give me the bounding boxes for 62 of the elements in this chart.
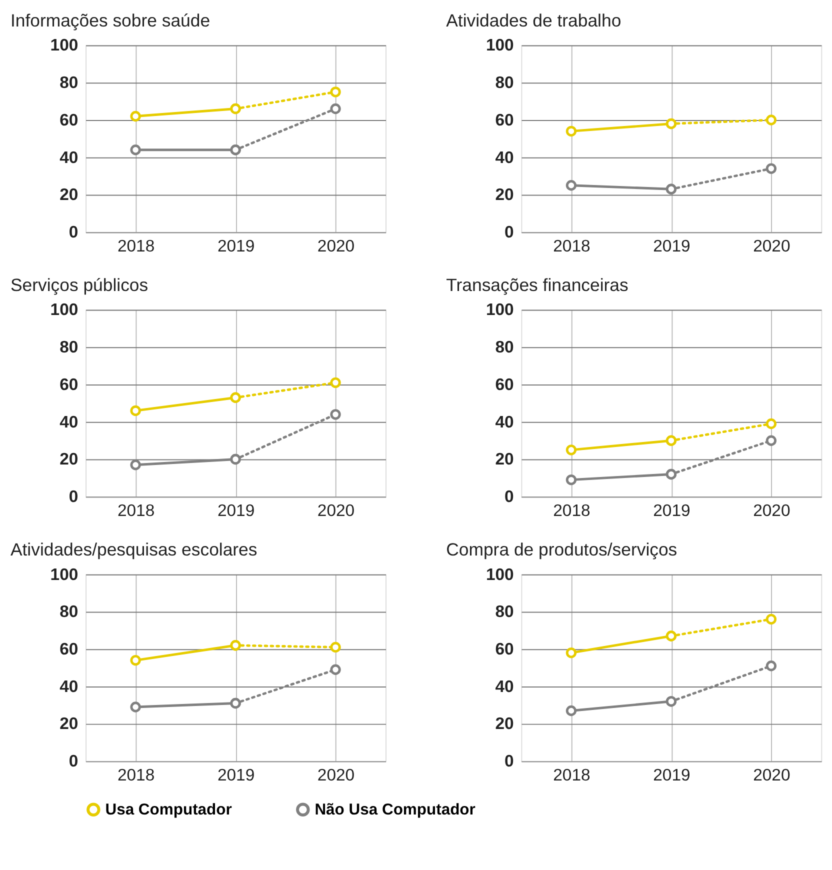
- y-tick-label: 0: [504, 752, 514, 771]
- x-tick-label: 2019: [217, 765, 255, 784]
- x-tick-label: 2018: [553, 236, 590, 256]
- x-tick-label: 2018: [117, 236, 155, 256]
- x-tick-label: 2020: [753, 765, 790, 784]
- y-tick-label: 0: [504, 222, 514, 242]
- chart-title: Compra de produtos/serviços: [446, 540, 678, 560]
- y-tick-label: 80: [495, 73, 514, 92]
- chart-title: Atividades/pesquisas escolares: [10, 540, 258, 560]
- x-tick-label: 2020: [317, 236, 355, 256]
- y-tick-label: 40: [495, 412, 514, 432]
- x-tick-label: 2020: [317, 500, 355, 520]
- y-tick-label: 0: [68, 222, 78, 242]
- legend-label: Usa Computador: [105, 802, 232, 819]
- x-tick-label: 2019: [653, 500, 690, 520]
- y-tick-label: 80: [60, 602, 78, 622]
- y-tick-label: 20: [60, 185, 78, 204]
- y-tick-label: 80: [495, 602, 514, 622]
- chart-title: Informações sobre saúde: [10, 10, 210, 31]
- y-tick-label: 60: [495, 639, 514, 658]
- chart-title: Serviços públicos: [10, 275, 148, 296]
- x-tick-label: 2018: [553, 500, 590, 520]
- legend-label: Não Usa Computador: [314, 802, 476, 819]
- y-tick-label: 0: [68, 752, 78, 771]
- x-tick-label: 2019: [217, 236, 255, 256]
- y-tick-label: 20: [60, 450, 78, 469]
- x-tick-label: 2020: [753, 500, 790, 520]
- y-tick-label: 20: [495, 714, 514, 734]
- x-tick-label: 2018: [553, 765, 590, 784]
- y-tick-label: 100: [486, 36, 514, 55]
- chart-title: Transações financeiras: [446, 275, 628, 296]
- x-tick-label: 2019: [217, 500, 255, 520]
- y-tick-label: 60: [60, 110, 78, 130]
- y-tick-label: 60: [495, 110, 514, 130]
- y-tick-label: 40: [495, 676, 514, 696]
- x-tick-label: 2018: [117, 765, 155, 784]
- y-tick-label: 80: [495, 338, 514, 357]
- x-tick-label: 2018: [117, 500, 155, 520]
- y-tick-label: 40: [60, 676, 78, 696]
- y-tick-label: 60: [60, 639, 78, 658]
- y-tick-label: 0: [504, 487, 514, 506]
- y-tick-label: 100: [486, 564, 514, 584]
- y-tick-label: 20: [495, 185, 514, 204]
- y-tick-label: 100: [50, 36, 78, 55]
- y-tick-label: 40: [495, 148, 514, 167]
- y-tick-label: 40: [60, 412, 78, 432]
- y-tick-label: 100: [50, 564, 78, 584]
- x-tick-label: 2019: [653, 765, 690, 784]
- y-tick-label: 80: [60, 338, 78, 357]
- y-tick-label: 60: [60, 374, 78, 394]
- y-tick-label: 20: [60, 714, 78, 734]
- y-tick-label: 60: [495, 374, 514, 394]
- y-tick-label: 0: [68, 487, 78, 506]
- x-tick-label: 2020: [753, 236, 790, 256]
- y-tick-label: 20: [495, 450, 514, 469]
- y-tick-label: 80: [60, 73, 78, 92]
- x-tick-label: 2020: [317, 765, 355, 784]
- chart-title: Atividades de trabalho: [446, 10, 622, 31]
- y-tick-label: 100: [486, 300, 514, 320]
- y-tick-label: 100: [50, 300, 78, 320]
- y-tick-label: 40: [60, 148, 78, 167]
- x-tick-label: 2019: [653, 236, 690, 256]
